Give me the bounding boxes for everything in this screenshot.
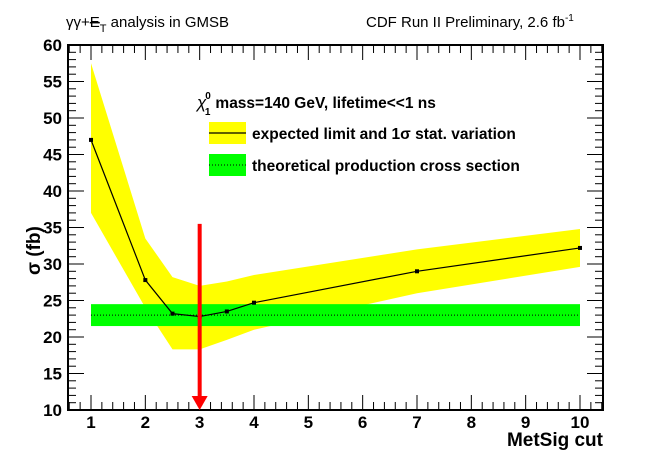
y-tick-label: 50 <box>43 109 62 128</box>
x-tick-label: 6 <box>358 413 367 432</box>
y-tick-label: 40 <box>43 182 62 201</box>
legend-label-theory: theoretical production cross section <box>252 158 520 175</box>
arrow-head-icon <box>191 396 208 410</box>
header-right: CDF Run II Preliminary, 2.6 fb-1 <box>366 13 574 31</box>
data-point <box>578 245 582 250</box>
header-left: γγ+ET analysis in GMSB <box>66 14 229 35</box>
y-tick-label: 20 <box>43 328 62 347</box>
data-point <box>89 137 93 142</box>
legend-header: χ0 1mass=140 GeV, lifetime<<1 ns <box>195 91 436 118</box>
x-tick-label: 7 <box>412 413 421 432</box>
x-tick-label: 5 <box>304 413 313 432</box>
y-tick-label: 15 <box>43 365 62 384</box>
data-point <box>252 300 256 305</box>
x-axis-title: MetSig cut <box>507 430 604 451</box>
y-axis-title: σ (fb) <box>24 226 45 275</box>
theory-band <box>91 304 580 327</box>
data-point <box>415 269 419 274</box>
expected-band <box>91 63 580 350</box>
y-tick-label: 45 <box>43 146 62 165</box>
y-tick-label: 30 <box>43 255 62 274</box>
y-tick-label: 25 <box>43 292 62 311</box>
data-point <box>143 278 148 283</box>
y-tick-label: 35 <box>43 219 62 238</box>
x-tick-label: 9 <box>521 413 530 432</box>
y-tick-label: 10 <box>43 401 62 420</box>
data-point <box>224 309 229 314</box>
legend: χ0 1mass=140 GeV, lifetime<<1 ns expected… <box>195 91 520 176</box>
y-tick-label: 60 <box>43 36 62 55</box>
y-tick-label: 55 <box>43 73 62 92</box>
x-tick-label: 10 <box>571 413 590 432</box>
x-tick-label: 3 <box>195 413 204 432</box>
x-tick-label: 8 <box>467 413 476 432</box>
expected-line <box>90 139 581 318</box>
data-point <box>170 311 175 316</box>
x-tick-label: 1 <box>86 413 95 432</box>
x-tick-label: 4 <box>249 413 259 432</box>
x-tick-label: 2 <box>141 413 150 432</box>
legend-label-expected: expected limit and 1σ stat. variation <box>252 126 516 143</box>
